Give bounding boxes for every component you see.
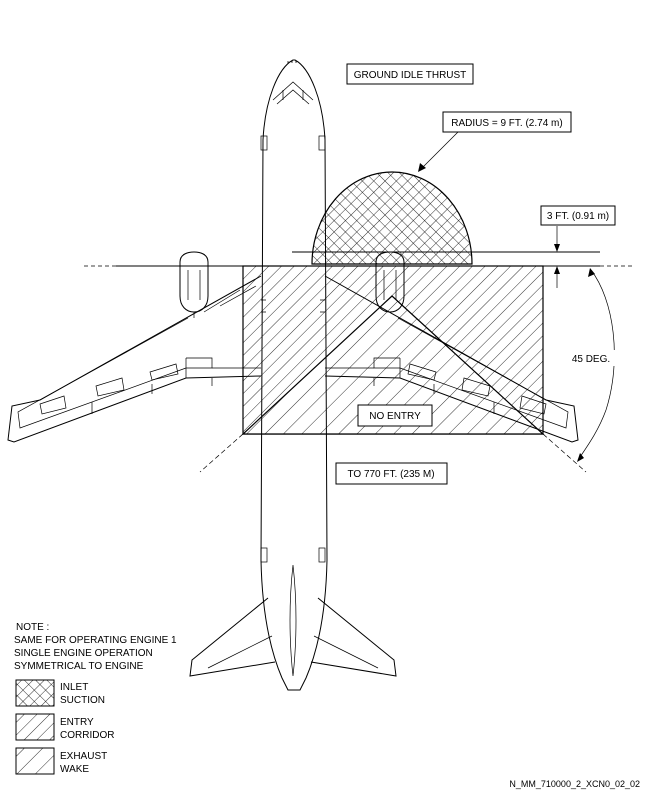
ground-idle-box: GROUND IDLE THRUST	[346, 63, 474, 85]
radius-leader	[418, 129, 461, 172]
no-entry-label: NO ENTRY	[369, 411, 421, 422]
legend-item-inlet-suction: INLET SUCTION	[15, 679, 105, 707]
note-line: SINGLE ENGINE OPERATION	[14, 648, 153, 659]
inlet-suction-zone	[311, 171, 473, 265]
legend-label: EXHAUST	[60, 751, 107, 762]
note-line: SYMMETRICAL TO ENGINE	[14, 661, 144, 672]
legend-label: ENTRY	[60, 717, 94, 728]
clearance-box: 3 FT. (0.91 m)	[540, 205, 616, 226]
legend-item-entry-corridor: ENTRY CORRIDOR	[15, 713, 114, 741]
distance-label: TO 770 FT. (235 M)	[347, 469, 434, 480]
ground-idle-label: GROUND IDLE THRUST	[354, 70, 467, 81]
no-entry-box: NO ENTRY	[357, 404, 433, 427]
legend: INLET SUCTION ENTRY CORRIDOR EXHAUST WAK…	[15, 679, 114, 775]
legend-item-exhaust-wake: EXHAUST WAKE	[15, 747, 107, 775]
note-title: NOTE :	[16, 622, 49, 633]
reference-lines	[84, 251, 634, 473]
legend-label: SUCTION	[60, 695, 105, 706]
legend-label: CORRIDOR	[60, 730, 114, 741]
note-line: SAME FOR OPERATING ENGINE 1	[14, 635, 177, 646]
exhaust-wake-zone	[241, 295, 545, 435]
angle-arc	[577, 268, 615, 462]
clearance-dimension	[554, 226, 560, 288]
reference-code: N_MM_710000_2_XCN0_02_02	[509, 779, 640, 789]
angle-label: 45 DEG.	[572, 354, 610, 365]
clearance-label: 3 FT. (0.91 m)	[547, 211, 609, 222]
note-block: NOTE : SAME FOR OPERATING ENGINE 1 SINGL…	[14, 622, 177, 672]
legend-label: INLET	[60, 682, 88, 693]
radius-box: RADIUS = 9 FT. (2.74 m)	[442, 111, 572, 133]
aircraft-outline	[7, 59, 579, 691]
distance-box: TO 770 FT. (235 M)	[335, 462, 448, 485]
legend-label: WAKE	[60, 764, 89, 775]
radius-label: RADIUS = 9 FT. (2.74 m)	[451, 118, 562, 129]
